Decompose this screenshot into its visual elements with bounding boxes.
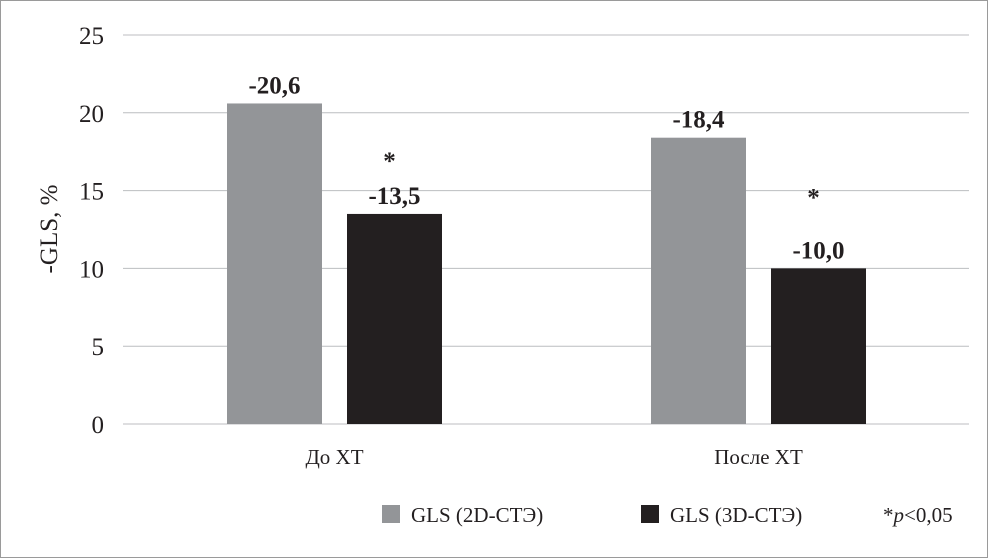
significance-prefix: *	[883, 503, 894, 527]
legend-label-2d: GLS (2D-СТЭ)	[411, 503, 543, 527]
significance-p: p	[892, 503, 905, 527]
significance-note: *p<0,05	[883, 503, 953, 527]
y-tick-label: 5	[92, 334, 105, 361]
y-tick-label: 15	[79, 179, 104, 206]
data-label: -10,0	[792, 237, 844, 264]
significance-threshold: <0,05	[904, 503, 953, 527]
y-axis-label: -GLS, %	[36, 185, 63, 274]
y-tick-label: 25	[79, 23, 104, 50]
data-label: -13,5	[368, 183, 420, 210]
bar-3d-0	[347, 213, 442, 424]
x-category-label: После ХТ	[714, 445, 803, 469]
legend-swatch-2d	[382, 505, 400, 523]
y-tick-label: 20	[79, 101, 104, 128]
significance-mark: *	[807, 184, 820, 211]
bar-3d-1	[771, 268, 866, 424]
x-category-label: До ХТ	[305, 445, 363, 469]
significance-mark: *	[383, 148, 396, 175]
bar-2d-0	[227, 103, 322, 425]
legend-label-3d: GLS (3D-СТЭ)	[670, 503, 802, 527]
data-label: -18,4	[672, 107, 725, 134]
bar-2d-1	[651, 137, 746, 425]
y-tick-label: 0	[92, 412, 105, 439]
data-label: -20,6	[248, 72, 300, 99]
y-tick-label: 10	[79, 256, 104, 283]
legend-swatch-3d	[641, 505, 659, 523]
